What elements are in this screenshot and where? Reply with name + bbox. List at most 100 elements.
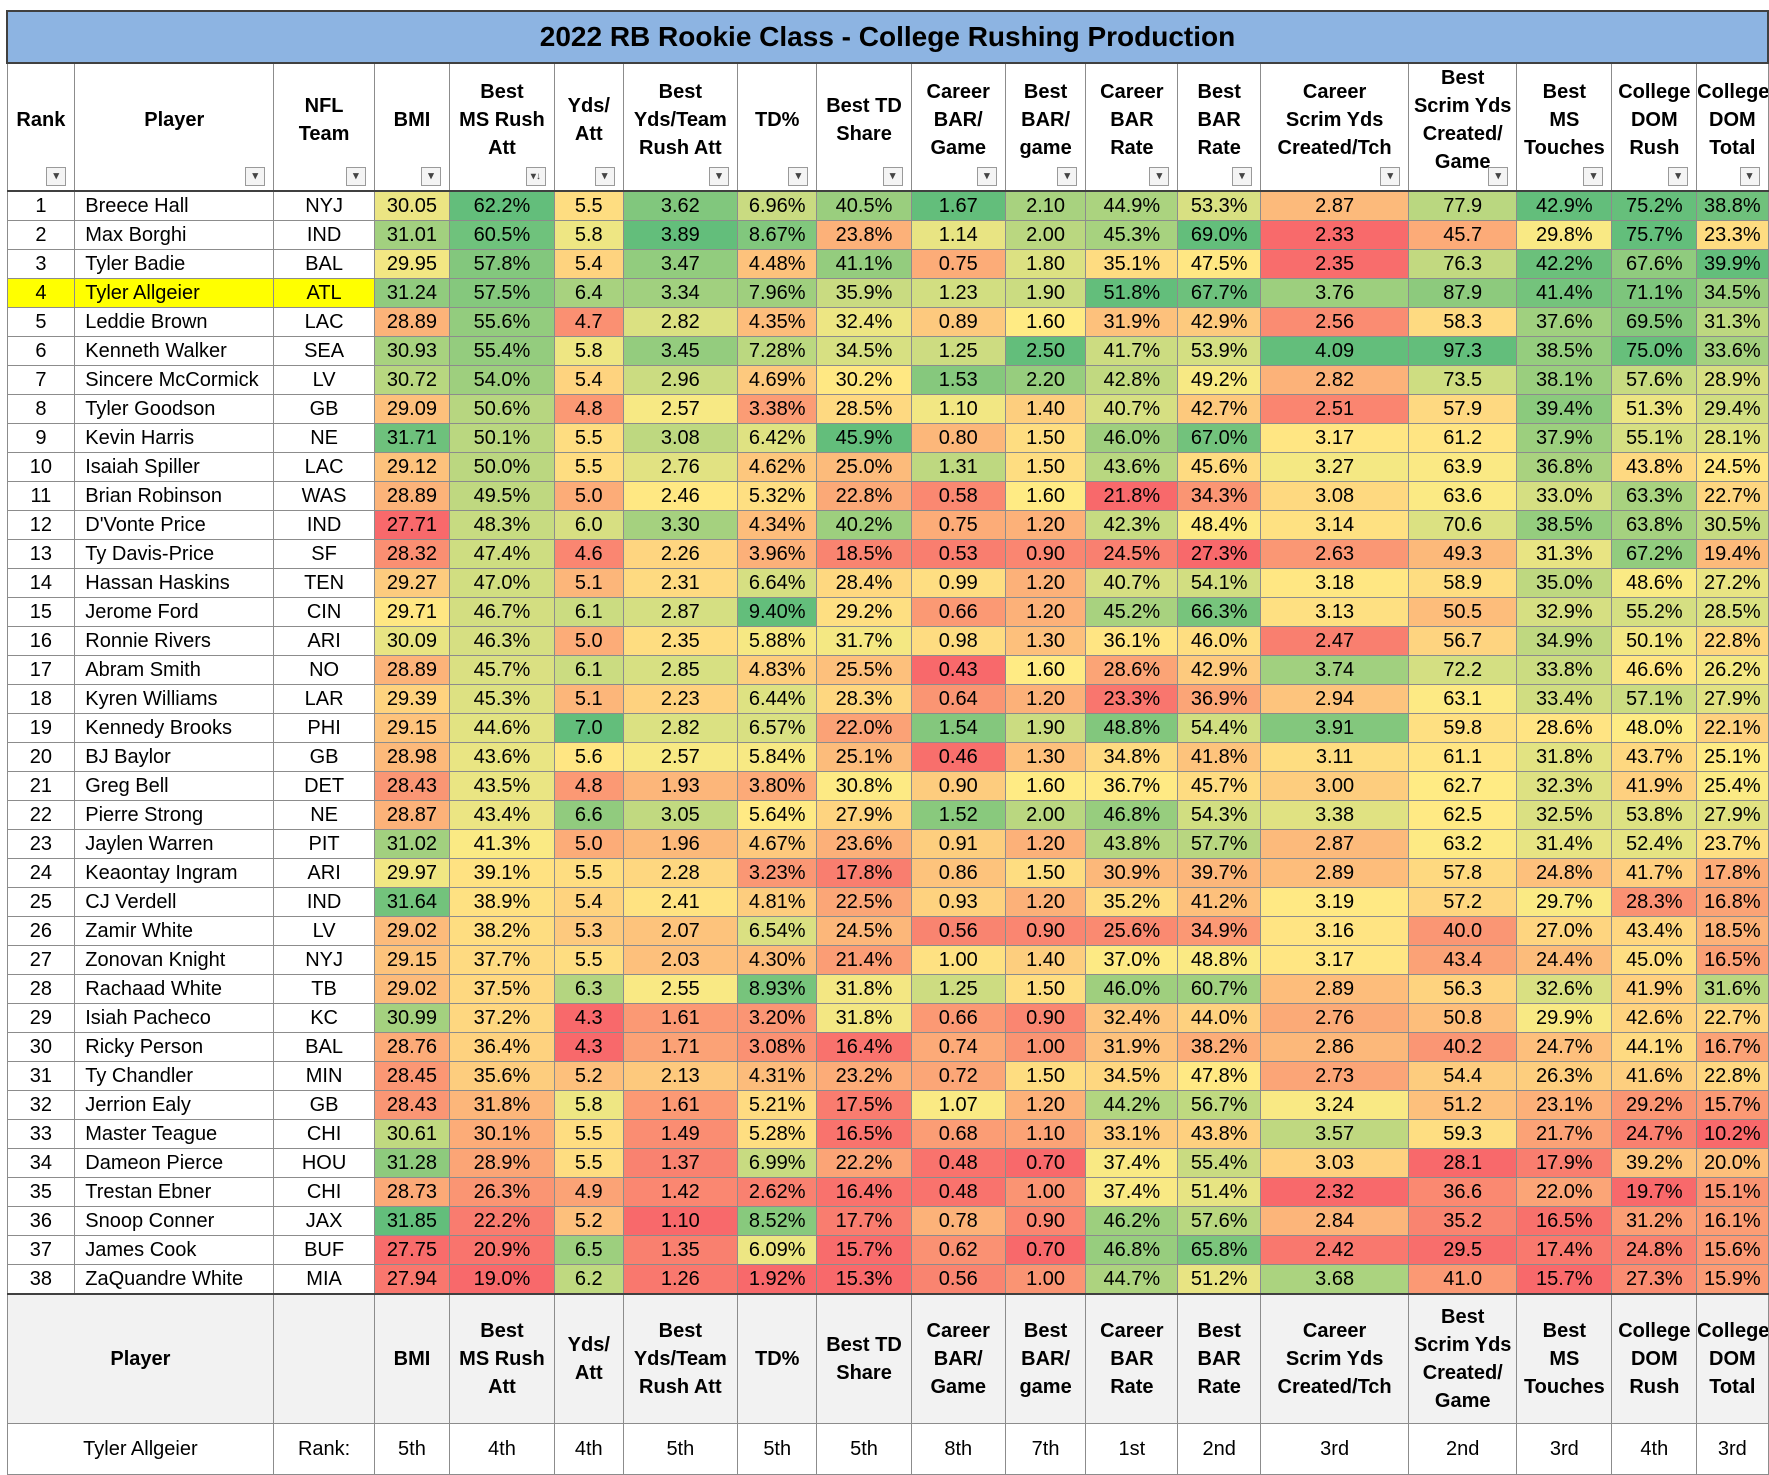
stat-cell-bmi[interactable]: 30.61: [373, 1119, 451, 1149]
player-cell[interactable]: Breece Hall: [74, 190, 275, 221]
stat-cell-best-ms-touches[interactable]: 28.6%: [1516, 713, 1613, 743]
stat-cell-best-td-share[interactable]: 40.5%: [816, 190, 912, 221]
stat-cell-best-td-share[interactable]: 17.5%: [816, 1090, 912, 1120]
stat-cell-best-bar-game[interactable]: 2.20: [1004, 365, 1087, 395]
stat-cell-best-ms-rush-att[interactable]: 38.9%: [449, 887, 555, 917]
stat-cell-career-scrim-yds-created-tch[interactable]: 2.73: [1259, 1061, 1410, 1091]
stat-cell-best-ms-touches[interactable]: 31.8%: [1516, 742, 1613, 772]
stat-cell-yds-att[interactable]: 5.5: [553, 190, 624, 221]
stat-cell-best-yds-team-rush-att[interactable]: 2.96: [622, 365, 739, 395]
stat-cell-bmi[interactable]: 28.89: [373, 655, 451, 685]
stat-cell-best-scrim-yds-created-game[interactable]: 50.5: [1408, 597, 1518, 627]
stat-cell-career-bar-rate[interactable]: 44.2%: [1085, 1090, 1179, 1120]
stat-cell-college-dom-total[interactable]: 27.2%: [1696, 568, 1769, 598]
stat-cell-career-scrim-yds-created-tch[interactable]: 3.24: [1259, 1090, 1410, 1120]
stat-cell-career-bar-rate[interactable]: 30.9%: [1085, 858, 1179, 888]
stat-cell-college-dom-total[interactable]: 28.5%: [1696, 597, 1769, 627]
team-cell[interactable]: LAC: [273, 307, 375, 337]
stat-cell-college-dom-rush[interactable]: 43.7%: [1611, 742, 1698, 772]
stat-cell-best-bar-game[interactable]: 0.90: [1004, 1206, 1087, 1236]
stat-cell-college-dom-rush[interactable]: 53.8%: [1611, 800, 1698, 830]
stat-cell-yds-att[interactable]: 6.4: [553, 278, 624, 308]
stat-cell-best-bar-rate[interactable]: 48.4%: [1177, 510, 1261, 540]
stat-cell-career-bar-game[interactable]: 0.90: [910, 771, 1006, 801]
stat-cell-best-yds-team-rush-att[interactable]: 3.08: [622, 423, 739, 453]
stat-cell-best-bar-game[interactable]: 2.10: [1004, 190, 1087, 221]
rank-cell[interactable]: 14: [6, 568, 76, 598]
stat-cell-yds-att[interactable]: 6.0: [553, 510, 624, 540]
stat-cell-best-ms-rush-att[interactable]: 30.1%: [449, 1119, 555, 1149]
stat-cell-td[interactable]: 8.52%: [737, 1206, 818, 1236]
filter-dropdown-button[interactable]: ▾: [1488, 167, 1509, 186]
rank-cell[interactable]: 24: [6, 858, 76, 888]
stat-cell-career-scrim-yds-created-tch[interactable]: 3.11: [1259, 742, 1410, 772]
stat-cell-best-ms-rush-att[interactable]: 37.2%: [449, 1003, 555, 1033]
stat-cell-best-bar-rate[interactable]: 47.8%: [1177, 1061, 1261, 1091]
team-cell[interactable]: TB: [273, 974, 375, 1004]
rank-cell[interactable]: 22: [6, 800, 76, 830]
stat-cell-yds-att[interactable]: 5.4: [553, 365, 624, 395]
stat-cell-best-yds-team-rush-att[interactable]: 2.03: [622, 945, 739, 975]
stat-cell-yds-att[interactable]: 6.1: [553, 655, 624, 685]
stat-cell-best-td-share[interactable]: 34.5%: [816, 336, 912, 366]
rank-cell[interactable]: 12: [6, 510, 76, 540]
stat-cell-best-ms-rush-att[interactable]: 50.1%: [449, 423, 555, 453]
stat-cell-best-yds-team-rush-att[interactable]: 1.35: [622, 1235, 739, 1265]
stat-cell-best-yds-team-rush-att[interactable]: 1.61: [622, 1090, 739, 1120]
player-cell[interactable]: CJ Verdell: [74, 887, 275, 917]
stat-cell-td[interactable]: 6.64%: [737, 568, 818, 598]
stat-cell-yds-att[interactable]: 4.7: [553, 307, 624, 337]
stat-cell-best-bar-rate[interactable]: 46.0%: [1177, 626, 1261, 656]
stat-cell-bmi[interactable]: 29.09: [373, 394, 451, 424]
stat-cell-best-yds-team-rush-att[interactable]: 3.45: [622, 336, 739, 366]
stat-cell-career-bar-rate[interactable]: 45.2%: [1085, 597, 1179, 627]
stat-cell-best-td-share[interactable]: 23.6%: [816, 829, 912, 859]
stat-cell-career-bar-rate[interactable]: 48.8%: [1085, 713, 1179, 743]
stat-cell-yds-att[interactable]: 5.1: [553, 684, 624, 714]
stat-cell-bmi[interactable]: 28.32: [373, 539, 451, 569]
stat-cell-best-td-share[interactable]: 16.5%: [816, 1119, 912, 1149]
rank-cell[interactable]: 3: [6, 249, 76, 279]
stat-cell-yds-att[interactable]: 6.5: [553, 1235, 624, 1265]
stat-cell-bmi[interactable]: 28.73: [373, 1177, 451, 1207]
player-cell[interactable]: Max Borghi: [74, 220, 275, 250]
stat-cell-best-yds-team-rush-att[interactable]: 2.26: [622, 539, 739, 569]
stat-cell-college-dom-rush[interactable]: 24.7%: [1611, 1119, 1698, 1149]
rank-cell[interactable]: 37: [6, 1235, 76, 1265]
stat-cell-career-scrim-yds-created-tch[interactable]: 3.14: [1259, 510, 1410, 540]
stat-cell-best-ms-rush-att[interactable]: 48.3%: [449, 510, 555, 540]
stat-cell-td[interactable]: 2.62%: [737, 1177, 818, 1207]
player-cell[interactable]: ZaQuandre White: [74, 1264, 275, 1295]
stat-cell-career-bar-game[interactable]: 0.86: [910, 858, 1006, 888]
stat-cell-yds-att[interactable]: 5.3: [553, 916, 624, 946]
stat-cell-best-td-share[interactable]: 25.1%: [816, 742, 912, 772]
stat-cell-best-ms-touches[interactable]: 42.9%: [1516, 190, 1613, 221]
stat-cell-best-yds-team-rush-att[interactable]: 3.30: [622, 510, 739, 540]
player-cell[interactable]: Pierre Strong: [74, 800, 275, 830]
stat-cell-best-scrim-yds-created-game[interactable]: 36.6: [1408, 1177, 1518, 1207]
filter-dropdown-button[interactable]: ▾: [245, 167, 266, 186]
stat-cell-career-scrim-yds-created-tch[interactable]: 2.89: [1259, 858, 1410, 888]
stat-cell-career-bar-rate[interactable]: 36.1%: [1085, 626, 1179, 656]
stat-cell-best-ms-rush-att[interactable]: 43.5%: [449, 771, 555, 801]
stat-cell-yds-att[interactable]: 5.2: [553, 1061, 624, 1091]
stat-cell-best-ms-touches[interactable]: 32.3%: [1516, 771, 1613, 801]
stat-cell-best-bar-rate[interactable]: 65.8%: [1177, 1235, 1261, 1265]
stat-cell-best-scrim-yds-created-game[interactable]: 62.7: [1408, 771, 1518, 801]
team-cell[interactable]: ARI: [273, 858, 375, 888]
stat-cell-yds-att[interactable]: 5.5: [553, 452, 624, 482]
player-cell[interactable]: Keaontay Ingram: [74, 858, 275, 888]
stat-cell-bmi[interactable]: 30.99: [373, 1003, 451, 1033]
rank-cell[interactable]: 9: [6, 423, 76, 453]
stat-cell-best-bar-game[interactable]: 0.90: [1004, 539, 1087, 569]
stat-cell-college-dom-total[interactable]: 18.5%: [1696, 916, 1769, 946]
stat-cell-bmi[interactable]: 27.94: [373, 1264, 451, 1295]
filter-dropdown-button[interactable]: ▾: [46, 167, 67, 186]
stat-cell-best-ms-rush-att[interactable]: 44.6%: [449, 713, 555, 743]
stat-cell-yds-att[interactable]: 5.5: [553, 945, 624, 975]
player-cell[interactable]: Jaylen Warren: [74, 829, 275, 859]
stat-cell-career-bar-rate[interactable]: 28.6%: [1085, 655, 1179, 685]
stat-cell-college-dom-total[interactable]: 28.1%: [1696, 423, 1769, 453]
stat-cell-best-yds-team-rush-att[interactable]: 1.42: [622, 1177, 739, 1207]
stat-cell-career-scrim-yds-created-tch[interactable]: 2.94: [1259, 684, 1410, 714]
